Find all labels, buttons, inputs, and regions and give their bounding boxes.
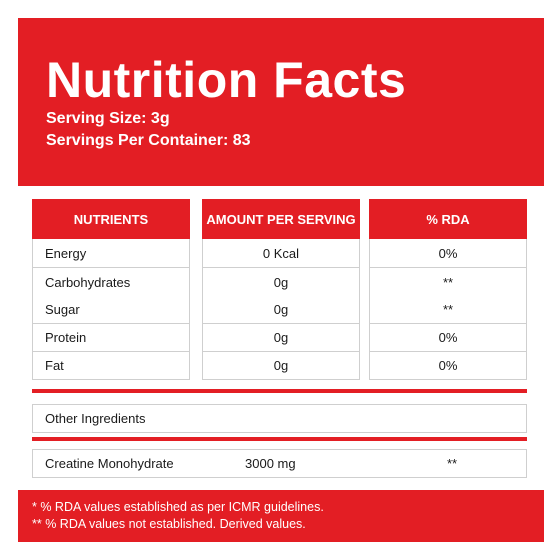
nutrition-header: Nutrition Facts Serving Size: 3g Serving… [18, 18, 544, 186]
table-cell-nutrient: Fat [32, 352, 190, 380]
ingredient-rda: ** [446, 456, 458, 471]
ingredient-row: Creatine Monohydrate 3000 mg ** [32, 449, 527, 478]
column-header-rda: % RDA [369, 199, 527, 239]
footnotes: * % RDA values established as per ICMR g… [18, 490, 544, 542]
ingredient-amount: 3000 mg [245, 456, 296, 471]
rda-column: % RDA 0% ** ** 0% 0% [369, 199, 527, 380]
table-cell-amount: 0g [202, 352, 360, 380]
nutrients-column: NUTRIENTS Energy Carbohydrates Sugar Pro… [32, 199, 190, 380]
table-cell-nutrient: Protein [32, 324, 190, 352]
table-cell-amount: 0g [202, 296, 360, 324]
servings-per-container: Servings Per Container: 83 [46, 132, 251, 149]
column-header-amount: AMOUNT PER SERVING [202, 199, 360, 239]
amount-column: AMOUNT PER SERVING 0 Kcal 0g 0g 0g 0g [202, 199, 360, 380]
other-ingredients-label: Other Ingredients [45, 411, 146, 426]
page-title: Nutrition Facts [46, 52, 407, 108]
ingredient-name: Creatine Monohydrate [45, 456, 174, 471]
table-cell-rda: 0% [369, 352, 527, 380]
table-cell-rda: 0% [369, 324, 527, 352]
table-cell-nutrient: Carbohydrates [32, 268, 190, 296]
table-cell-nutrient: Energy [32, 239, 190, 268]
table-cell-rda: 0% [369, 239, 527, 268]
serving-size: Serving Size: 3g [46, 110, 170, 127]
other-ingredients-header: Other Ingredients [32, 404, 527, 433]
footnote-icmr: * % RDA values established as per ICMR g… [32, 500, 324, 514]
table-cell-nutrient: Sugar [32, 296, 190, 324]
table-cell-amount: 0g [202, 324, 360, 352]
column-header-nutrients: NUTRIENTS [32, 199, 190, 239]
table-cell-rda: ** [369, 268, 527, 296]
table-cell-amount: 0g [202, 268, 360, 296]
table-cell-rda: ** [369, 296, 527, 324]
footnote-derived: ** % RDA values not established. Derived… [32, 517, 306, 531]
table-cell-amount: 0 Kcal [202, 239, 360, 268]
divider [32, 389, 527, 393]
divider [32, 437, 527, 441]
